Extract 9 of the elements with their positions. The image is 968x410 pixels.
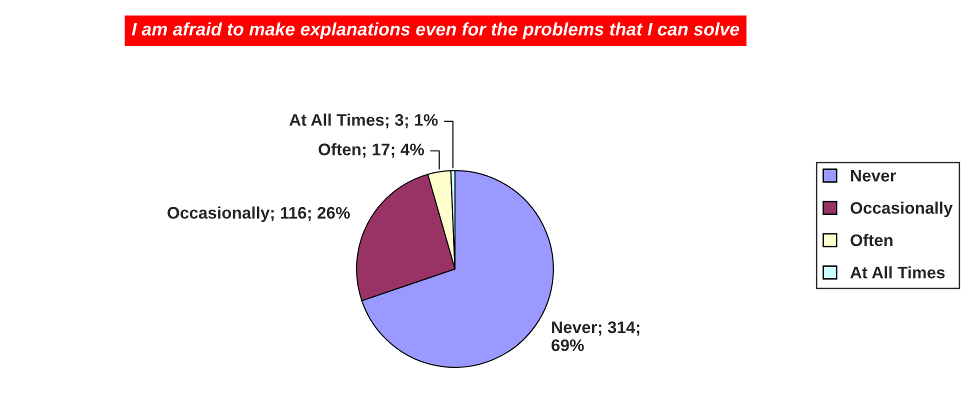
legend-label: At All Times — [850, 266, 945, 278]
data-label: Occasionally; 116; 26% — [168, 206, 350, 222]
data-label: Never; 314; 69% — [552, 321, 640, 352]
legend-label: Often — [850, 234, 892, 246]
legend-label: Occasionally — [850, 202, 953, 218]
data-label: At All Times; 3; 1% — [289, 114, 438, 128]
data-label: Often; 17; 4% — [318, 143, 424, 158]
chart-title: I am afraid to make explanations even for the problems that I can solve — [132, 22, 740, 40]
legend-label: Never — [851, 170, 896, 182]
